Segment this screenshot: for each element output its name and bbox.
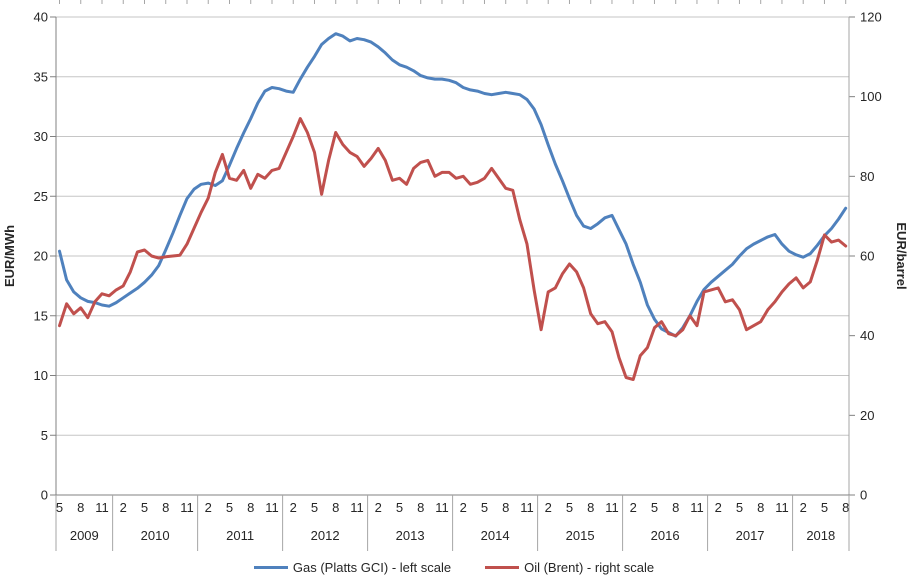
x-month-tick-label: 5 bbox=[226, 500, 233, 515]
gas-line-swatch bbox=[253, 565, 288, 569]
x-month-tick-label: 11 bbox=[775, 500, 789, 515]
x-month-tick-label: 5 bbox=[566, 500, 573, 515]
y-left-tick-label: 40 bbox=[34, 10, 48, 25]
x-month-tick-label: 8 bbox=[842, 500, 849, 515]
year-label: 2016 bbox=[651, 528, 680, 543]
x-month-tick-label: 2 bbox=[545, 500, 552, 515]
y-right-tick-label: 40 bbox=[860, 328, 874, 343]
x-month-tick-label: 2 bbox=[120, 500, 127, 515]
year-label: 2010 bbox=[141, 528, 170, 543]
y-left-tick-label: 0 bbox=[41, 488, 48, 503]
legend: Gas (Platts GCI) - left scale Oil (Brent… bbox=[0, 555, 908, 579]
x-month-tick-label: 5 bbox=[311, 500, 318, 515]
x-month-tick-label: 5 bbox=[141, 500, 148, 515]
x-month-tick-label: 5 bbox=[821, 500, 828, 515]
x-month-tick-label: 8 bbox=[77, 500, 84, 515]
year-label: 2011 bbox=[226, 528, 254, 543]
y-left-tick-label: 25 bbox=[34, 189, 48, 204]
x-month-tick-label: 2 bbox=[375, 500, 382, 515]
x-month-tick-label: 5 bbox=[481, 500, 488, 515]
year-label: 2009 bbox=[70, 528, 99, 543]
x-month-tick-label: 2 bbox=[630, 500, 637, 515]
oil-line-swatch bbox=[485, 565, 520, 569]
year-label: 2017 bbox=[736, 528, 765, 543]
x-month-tick-label: 11 bbox=[435, 500, 449, 515]
gas-legend-label: Gas (Platts GCI) - left scale bbox=[292, 559, 452, 575]
y-left-tick-label: 15 bbox=[34, 308, 48, 323]
x-month-tick-label: 2 bbox=[290, 500, 297, 515]
year-label: 2018 bbox=[806, 528, 835, 543]
x-month-tick-label: 5 bbox=[736, 500, 743, 515]
y-right-tick-label: 100 bbox=[860, 89, 882, 104]
x-month-tick-label: 5 bbox=[56, 500, 63, 515]
x-month-tick-label: 8 bbox=[247, 500, 254, 515]
x-month-tick-label: 11 bbox=[95, 500, 109, 515]
x-month-tick-label: 11 bbox=[350, 500, 364, 515]
y-right-axis-title: EUR/barrel bbox=[894, 222, 908, 289]
gas-line-series bbox=[58, 32, 848, 338]
x-month-tick-label: 11 bbox=[605, 500, 619, 515]
x-month-tick-label: 8 bbox=[332, 500, 339, 515]
x-month-tick-label: 5 bbox=[396, 500, 403, 515]
x-month-tick-label: 11 bbox=[690, 500, 704, 515]
x-month-tick-label: 8 bbox=[502, 500, 509, 515]
y-left-tick-label: 20 bbox=[34, 249, 48, 264]
oil-legend-label: Oil (Brent) - right scale bbox=[524, 559, 655, 575]
x-month-tick-label: 2 bbox=[715, 500, 722, 515]
y-right-tick-label: 0 bbox=[860, 488, 867, 503]
year-label: 2014 bbox=[481, 528, 510, 543]
x-month-tick-label: 11 bbox=[520, 500, 534, 515]
x-month-tick-label: 8 bbox=[162, 500, 169, 515]
oil-line-series bbox=[58, 117, 848, 381]
y-left-tick-label: 5 bbox=[41, 428, 48, 443]
x-month-tick-label: 2 bbox=[205, 500, 212, 515]
year-label: 2012 bbox=[311, 528, 340, 543]
x-month-tick-label: 8 bbox=[417, 500, 424, 515]
x-month-tick-label: 8 bbox=[587, 500, 594, 515]
x-month-tick-label: 8 bbox=[672, 500, 679, 515]
y-left-tick-label: 10 bbox=[34, 368, 48, 383]
x-month-tick-label: 11 bbox=[180, 500, 194, 515]
x-month-tick-label: 11 bbox=[265, 500, 279, 515]
year-label: 2013 bbox=[396, 528, 425, 543]
x-month-tick-label: 2 bbox=[460, 500, 467, 515]
y-right-tick-label: 80 bbox=[860, 169, 874, 184]
x-month-tick-label: 5 bbox=[651, 500, 658, 515]
x-month-tick-label: 8 bbox=[757, 500, 764, 515]
y-right-tick-label: 60 bbox=[860, 249, 874, 264]
y-right-tick-label: 20 bbox=[860, 408, 874, 423]
legend-item-gas: Gas (Platts GCI) - left scale bbox=[253, 559, 452, 575]
y-left-tick-label: 30 bbox=[34, 129, 48, 144]
y-left-axis-title: EUR/MWh bbox=[2, 225, 17, 287]
y-right-tick-label: 120 bbox=[860, 10, 882, 25]
year-label: 2015 bbox=[566, 528, 595, 543]
y-left-tick-label: 35 bbox=[34, 69, 48, 84]
x-month-tick-label: 2 bbox=[800, 500, 807, 515]
legend-item-oil: Oil (Brent) - right scale bbox=[485, 560, 654, 575]
